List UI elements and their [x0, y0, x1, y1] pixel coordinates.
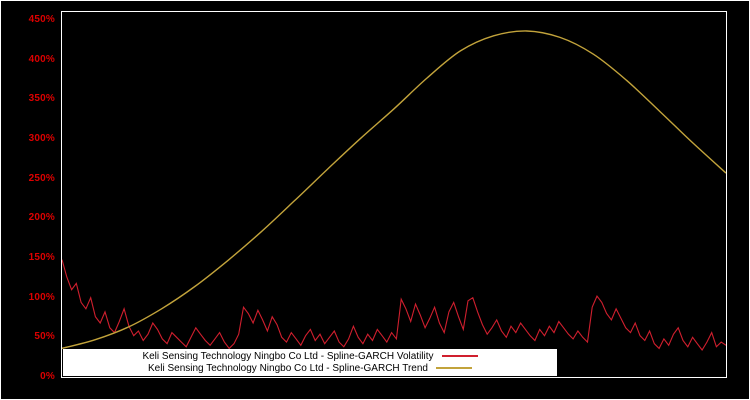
y-axis-label: 0% [40, 371, 55, 382]
y-axis-label: 350% [28, 93, 55, 105]
y-axis-label: 300% [28, 132, 55, 144]
plot-svg [62, 30, 726, 351]
legend: Keli Sensing Technology Ningbo Co Ltd - … [63, 349, 557, 376]
legend-swatch [441, 355, 478, 357]
y-axis-label: 400% [28, 53, 55, 65]
y-axis-label: 450% [28, 13, 55, 25]
y-axis-label: 200% [28, 212, 55, 224]
y-axis-label: 250% [28, 172, 55, 184]
plot-area: Keli Sensing Technology Ningbo Co Ltd - … [61, 11, 727, 378]
volatility-line [62, 259, 726, 351]
legend-item-volatility: Keli Sensing Technology Ningbo Co Ltd - … [63, 350, 557, 362]
legend-label-trend: Keli Sensing Technology Ningbo Co Ltd - … [148, 362, 428, 374]
trend-line [62, 30, 726, 350]
y-axis-label: 100% [28, 291, 55, 303]
legend-swatch [435, 367, 472, 369]
legend-label-volatility: Keli Sensing Technology Ningbo Co Ltd - … [142, 350, 434, 362]
y-axis-label: 50% [34, 331, 55, 343]
y-axis-label: 150% [28, 251, 55, 263]
legend-item-trend: Keli Sensing Technology Ningbo Co Ltd - … [63, 362, 557, 374]
